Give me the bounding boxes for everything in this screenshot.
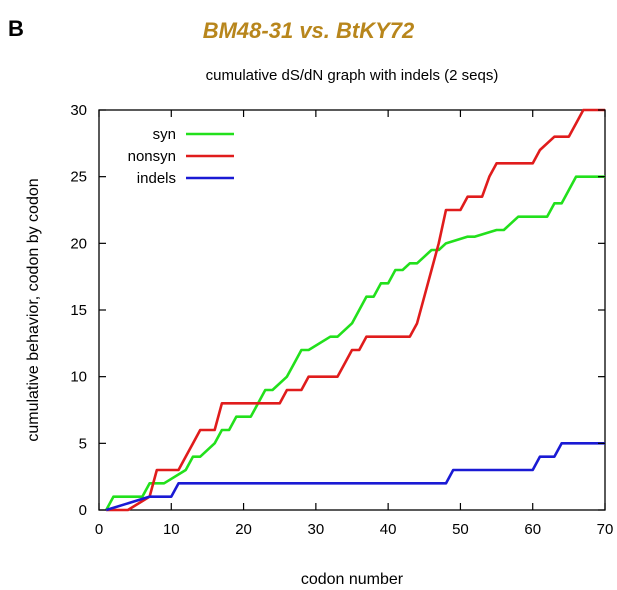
x-tick-label: 40 [380,521,397,538]
figure-title: BM48-31 vs. BtKY72 [202,18,415,43]
x-tick-label: 0 [95,521,103,538]
legend-label-syn: syn [153,126,176,143]
legend-label-nonsyn: nonsyn [128,148,176,165]
x-tick-label: 30 [308,521,325,538]
y-tick-label: 15 [70,302,87,319]
y-axis-label: cumulative behavior, codon by codon [25,178,42,441]
y-tick-label: 5 [79,435,87,452]
legend-label-indels: indels [137,170,176,187]
panel-letter: B [8,16,24,41]
chart-title: cumulative dS/dN graph with indels (2 se… [206,67,499,84]
y-tick-label: 10 [70,369,87,386]
y-tick-label: 20 [70,235,87,252]
x-tick-label: 10 [163,521,180,538]
series-line-nonsyn [106,108,605,512]
legend: syn nonsyn indels [128,126,234,187]
series-layer [105,108,605,512]
y-tick-label: 30 [70,102,87,119]
series-line-syn [105,175,605,511]
axis-layer: 0 10 20 30 40 50 60 70 0 5 10 15 20 25 30 [70,102,613,538]
series-line-indels [105,442,605,512]
x-axis-label: codon number [301,571,404,588]
y-tick-label: 25 [70,169,87,186]
x-tick-label: 70 [597,521,614,538]
x-tick-label: 60 [524,521,541,538]
x-tick-label: 50 [452,521,469,538]
x-tick-label: 20 [235,521,252,538]
y-tick-label: 0 [79,502,87,519]
